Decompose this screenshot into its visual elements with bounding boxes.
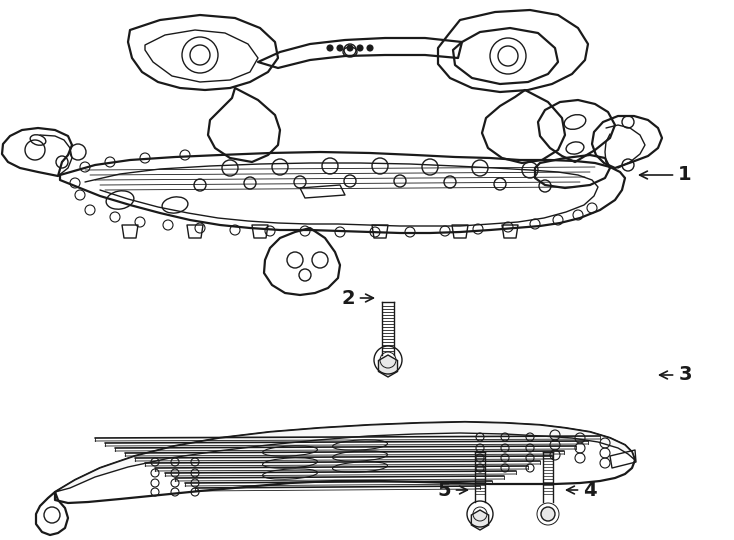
Circle shape: [347, 45, 353, 51]
Circle shape: [337, 45, 343, 51]
Text: 2: 2: [341, 288, 374, 307]
Polygon shape: [55, 422, 635, 492]
Circle shape: [367, 45, 373, 51]
Polygon shape: [471, 510, 489, 530]
Circle shape: [357, 45, 363, 51]
Circle shape: [541, 507, 555, 521]
Polygon shape: [379, 355, 398, 377]
Circle shape: [327, 45, 333, 51]
Text: 5: 5: [437, 481, 468, 500]
Text: 1: 1: [639, 165, 692, 185]
Text: 4: 4: [567, 481, 597, 500]
Text: 3: 3: [660, 366, 691, 384]
